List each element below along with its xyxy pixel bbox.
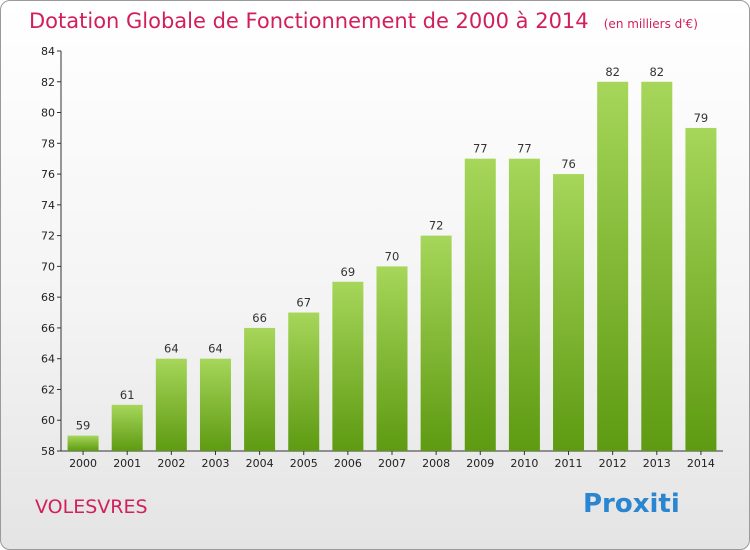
x-tick-label-2010: 2010 <box>510 457 538 470</box>
bar-2000 <box>67 435 99 451</box>
value-label-2001: 61 <box>120 388 135 402</box>
x-tick-label-2014: 2014 <box>687 457 715 470</box>
value-label-2000: 59 <box>76 419 91 433</box>
bar-2001 <box>111 404 143 451</box>
bars: 59 61 64 64 66 67 69 70 72 77 77 76 82 82 79 <box>67 65 717 452</box>
y-tick-label: 80 <box>41 107 55 120</box>
y-tick-label: 62 <box>41 383 55 396</box>
x-tick-label-2012: 2012 <box>599 457 627 470</box>
value-label-2010: 77 <box>517 142 532 156</box>
value-label-2008: 72 <box>429 219 444 233</box>
y-tick-label: 70 <box>41 260 55 273</box>
bar-2006 <box>332 281 364 451</box>
axes: 58 60 62 64 66 68 70 72 74 76 78 80 82 84 2000 2001 2002… <box>41 45 723 470</box>
y-tick-label: 76 <box>41 168 55 181</box>
x-tick-label-2005: 2005 <box>290 457 318 470</box>
proxiti-logo: Proxiti <box>583 489 680 519</box>
x-tick-label-2009: 2009 <box>466 457 494 470</box>
bar-2011 <box>553 174 585 452</box>
x-tick-label-2013: 2013 <box>643 457 671 470</box>
value-label-2006: 69 <box>341 265 356 279</box>
x-tick-label-2004: 2004 <box>246 457 274 470</box>
x-tick-label-2007: 2007 <box>378 457 406 470</box>
bar-2013 <box>641 81 673 452</box>
y-tick-label: 82 <box>41 76 55 89</box>
value-label-2004: 66 <box>252 311 267 325</box>
bar-2012 <box>597 81 629 452</box>
bar-2007 <box>376 266 408 451</box>
bar-2014 <box>685 127 717 451</box>
value-label-2002: 64 <box>164 342 179 356</box>
y-tick-label: 78 <box>41 137 55 150</box>
bar-2010 <box>508 158 540 451</box>
x-tick-label-2001: 2001 <box>113 457 141 470</box>
value-label-2005: 67 <box>296 296 311 310</box>
title-main: Dotation Globale de Fonctionnement de 20… <box>29 9 589 33</box>
value-label-2009: 77 <box>473 142 488 156</box>
x-tick-label-2002: 2002 <box>157 457 185 470</box>
bar-2009 <box>464 158 496 451</box>
y-tick-label: 84 <box>41 45 55 58</box>
bar-2004 <box>244 327 276 451</box>
x-tick-label-2006: 2006 <box>334 457 362 470</box>
value-label-2013: 82 <box>649 65 664 79</box>
value-label-2003: 64 <box>208 342 223 356</box>
y-tick-label: 72 <box>41 230 55 243</box>
bar-2002 <box>155 358 187 451</box>
title-unit: (en milliers d'€) <box>603 17 698 31</box>
value-label-2011: 76 <box>561 157 576 171</box>
place-name: VOLESVRES <box>35 496 148 518</box>
y-tick-label: 74 <box>41 199 55 212</box>
value-label-2014: 79 <box>694 111 709 125</box>
x-tick-label-2008: 2008 <box>422 457 450 470</box>
bar-2005 <box>288 312 320 451</box>
value-label-2012: 82 <box>605 65 620 79</box>
x-tick-label-2000: 2000 <box>69 457 97 470</box>
y-tick-label: 66 <box>41 322 55 335</box>
bar-2008 <box>420 235 452 451</box>
y-tick-label: 68 <box>41 291 55 304</box>
value-label-2007: 70 <box>385 249 400 263</box>
y-tick-label: 64 <box>41 353 55 366</box>
chart-title: Dotation Globale de Fonctionnement de 20… <box>29 9 698 33</box>
x-tick-label-2011: 2011 <box>555 457 583 470</box>
bar-2003 <box>199 358 231 451</box>
x-tick-label-2003: 2003 <box>201 457 229 470</box>
y-tick-label: 60 <box>41 414 55 427</box>
y-tick-label: 58 <box>41 445 55 458</box>
